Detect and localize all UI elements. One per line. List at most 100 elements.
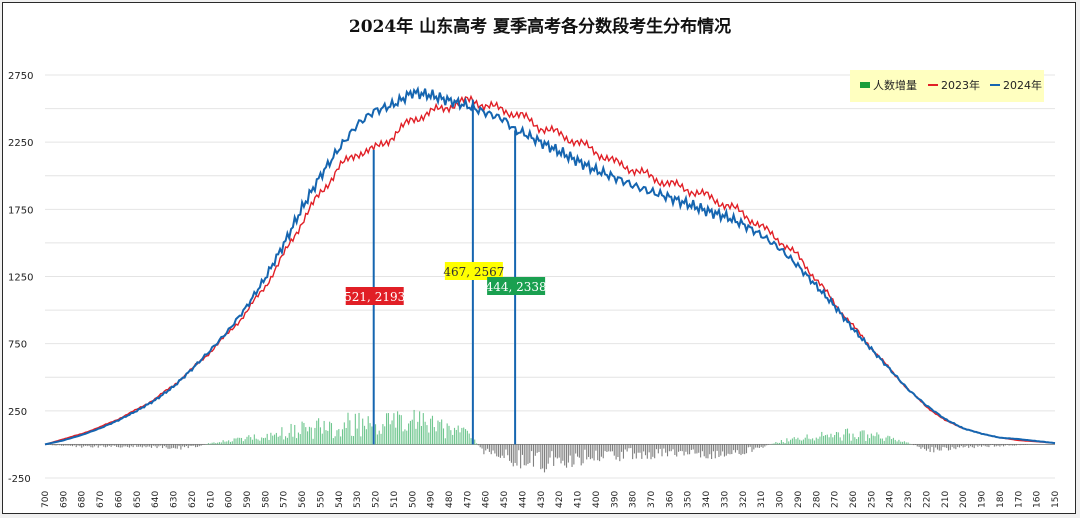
increment-bar (503, 444, 505, 459)
x-tick-label: 170 (1014, 491, 1024, 508)
increment-bar (760, 444, 762, 447)
increment-bar (716, 444, 718, 451)
increment-bar (163, 444, 165, 447)
increment-bar (938, 444, 940, 451)
x-tick-label: 290 (794, 491, 804, 508)
increment-bar (498, 444, 500, 457)
increment-bar (415, 428, 417, 445)
increment-bar (843, 434, 845, 445)
increment-bar (154, 444, 156, 447)
increment-bar (823, 435, 825, 445)
x-tick-label: 650 (133, 491, 143, 508)
increment-bar (588, 444, 590, 457)
increment-bar (665, 444, 667, 453)
increment-bar (270, 432, 272, 445)
annotation-box (444, 262, 503, 280)
x-tick-label: 550 (316, 491, 326, 508)
increment-bar (222, 440, 224, 445)
increment-bar (365, 429, 367, 445)
increment-bar (172, 444, 175, 448)
increment-bar (143, 444, 145, 447)
increment-bar (338, 429, 340, 445)
increment-bar (733, 444, 735, 451)
increment-bar (281, 427, 283, 445)
increment-bar (340, 436, 342, 445)
increment-bar (433, 427, 435, 445)
increment-bar (712, 444, 714, 452)
increment-bar (441, 419, 443, 445)
increment-bar (64, 444, 66, 446)
increment-bar (986, 444, 988, 447)
x-tick-label: 370 (647, 491, 657, 508)
x-tick-label: 590 (243, 491, 253, 508)
increment-bar (424, 421, 426, 445)
increment-bar (119, 444, 121, 448)
increment-bar (725, 444, 727, 456)
x-tick-label: 520 (372, 491, 382, 508)
increment-bar (185, 444, 187, 447)
increment-bar (617, 444, 619, 458)
increment-bar (795, 439, 797, 445)
x-tick-label: 250 (867, 491, 877, 508)
annotation-box (487, 277, 546, 295)
increment-bar (220, 442, 222, 445)
increment-bar (755, 444, 757, 448)
increment-bar (521, 444, 524, 455)
increment-bar (751, 444, 753, 452)
increment-bar (531, 444, 533, 452)
increment-bar (165, 444, 167, 448)
increment-bar (435, 431, 437, 445)
annotation-box (345, 287, 404, 305)
increment-bar (277, 436, 279, 445)
increment-bar (103, 444, 105, 447)
increment-bar (883, 440, 885, 445)
series-line-2024 (44, 85, 1056, 446)
x-tick-label: 640 (151, 491, 161, 508)
increment-bar (854, 437, 856, 445)
increment-bar (105, 444, 107, 448)
increment-bar (852, 433, 854, 445)
x-tick-label: 400 (592, 491, 602, 508)
increment-bar (894, 439, 896, 445)
increment-bar (393, 413, 395, 445)
increment-bar (62, 444, 64, 446)
increment-bar (909, 443, 911, 445)
increment-bar (819, 436, 821, 445)
increment-bar (229, 441, 232, 445)
x-tick-label: 340 (702, 491, 712, 508)
increment-bar (753, 444, 755, 450)
increment-bar (127, 444, 129, 447)
increment-bar (615, 444, 617, 460)
increment-bar (88, 444, 90, 447)
x-tick-label: 350 (684, 491, 694, 508)
increment-bar (931, 444, 933, 447)
increment-bar (299, 434, 301, 445)
increment-bar (301, 421, 303, 445)
increment-bar (174, 444, 176, 449)
increment-bar (492, 444, 494, 451)
x-tick-label: 180 (996, 491, 1006, 508)
increment-bar (494, 444, 496, 454)
increment-bar (182, 444, 184, 447)
increment-bar (1006, 444, 1008, 446)
increment-bar (261, 437, 263, 445)
increment-bar (1019, 444, 1021, 446)
increment-bar (610, 444, 612, 452)
increment-bar (479, 444, 481, 448)
increment-bar (95, 444, 97, 446)
increment-bar (896, 441, 898, 445)
increment-bar (696, 444, 698, 454)
increment-bar (870, 433, 872, 445)
increment-bar (957, 444, 959, 447)
increment-bar (540, 444, 542, 470)
increment-bar (86, 444, 88, 447)
x-tick-label: 680 (78, 491, 88, 508)
increment-bar (242, 441, 244, 445)
increment-bar (325, 430, 327, 445)
increment-bar (589, 444, 591, 460)
x-tick-label: 530 (353, 491, 363, 508)
increment-bar (964, 444, 966, 447)
increment-bar (599, 444, 601, 462)
x-tick-label: 540 (335, 491, 345, 508)
increment-bar (944, 444, 946, 448)
